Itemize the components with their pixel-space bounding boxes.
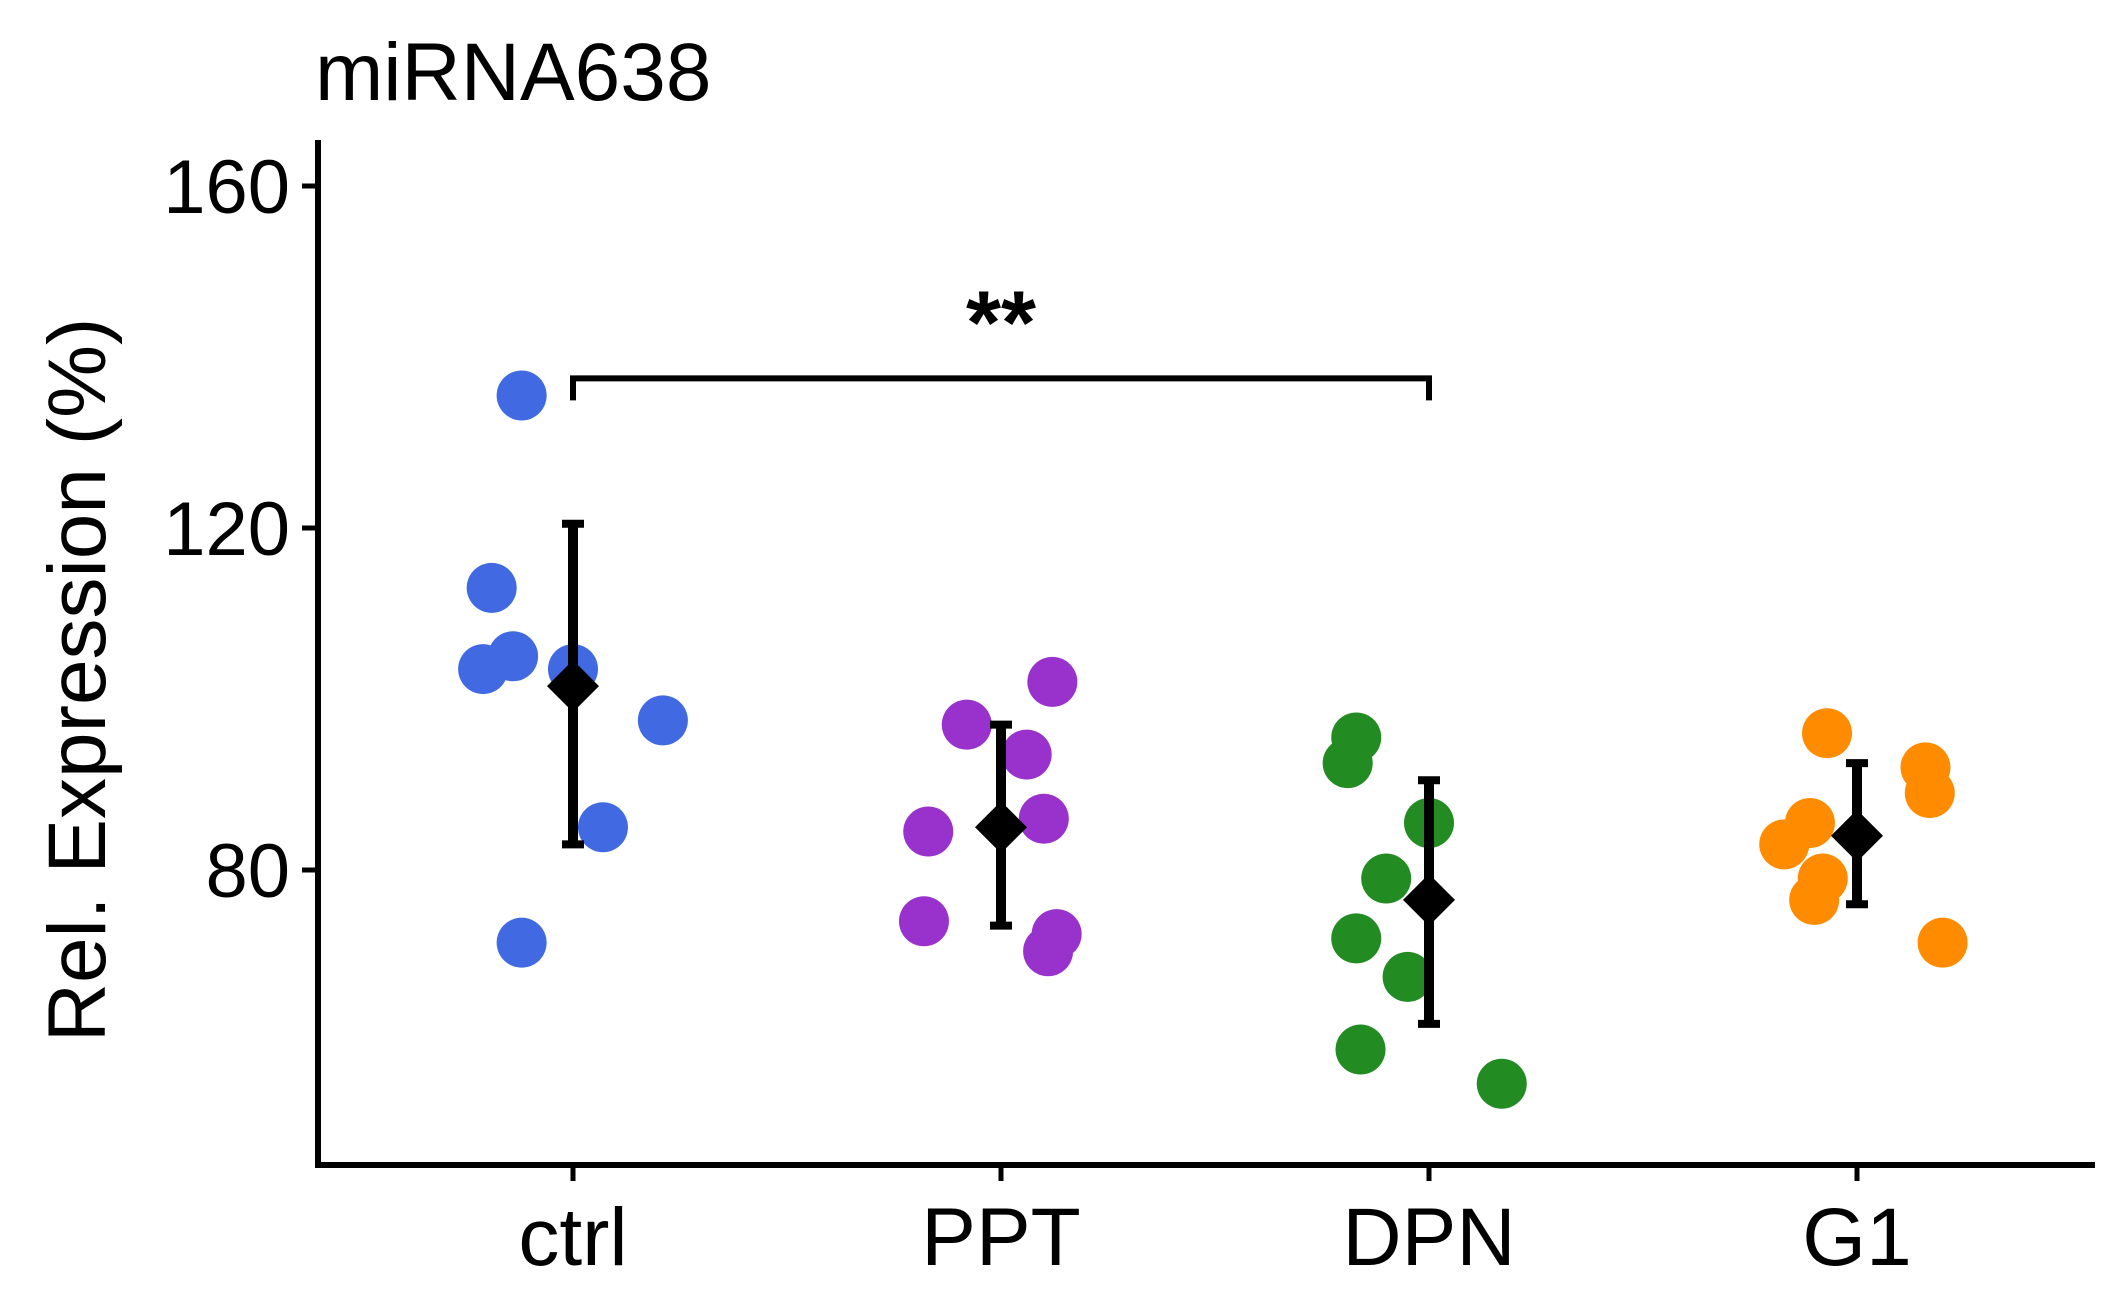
point-PPT-2 [941,699,992,750]
point-DPN-4 [1361,853,1412,904]
y-axis-label: Rel. Expression (%) [32,318,123,1043]
point-DPN-2 [1322,738,1373,789]
axes [315,140,2095,1168]
significance-bracket [570,375,1432,401]
point-G1-3 [1904,768,1955,819]
mean-marker-DPN [1403,873,1455,926]
significance-label: ** [966,273,1036,373]
y-tick-label-120: 120 [163,487,290,572]
point-ctrl-4 [458,644,509,695]
mean-marker-ctrl [547,660,599,713]
point-G1-1 [1802,708,1853,759]
point-DPN-6 [1382,951,1433,1002]
data-points [458,370,1968,1109]
x-tick-label-PPT: PPT [921,1192,1080,1283]
point-ctrl-2 [466,562,517,613]
point-PPT-5 [903,806,954,857]
annotations: ** [570,273,1432,401]
point-ctrl-7 [577,802,628,853]
mean-marker-PPT [975,801,1027,854]
y-tick-label-160: 160 [163,145,290,230]
point-PPT-8 [1023,926,1074,977]
x-tick-label-ctrl: ctrl [518,1192,627,1283]
point-ctrl-8 [496,917,547,968]
y-axis-ticks: 80 120 160 [163,145,318,914]
point-PPT-3 [1001,729,1052,780]
point-DPN-8 [1476,1058,1527,1109]
point-ctrl-1 [496,370,547,421]
error-bars [547,519,1883,1028]
point-PPT-1 [1027,656,1078,707]
mean-marker-G1 [1831,809,1883,862]
point-G1-8 [1917,917,1968,968]
y-tick-label-80: 80 [205,829,290,914]
chart-title: miRNA638 [315,27,711,118]
point-ctrl-6 [637,695,688,746]
point-DPN-7 [1335,1024,1386,1075]
point-G1-5 [1759,819,1810,870]
point-DPN-5 [1331,913,1382,964]
x-tick-label-G1: G1 [1802,1192,1911,1283]
point-PPT-6 [898,896,949,947]
x-tick-label-DPN: DPN [1342,1192,1515,1283]
point-G1-7 [1789,874,1840,925]
x-axis-ticks: ctrl PPT DPN G1 [518,1165,1912,1283]
point-PPT-4 [1018,793,1069,844]
